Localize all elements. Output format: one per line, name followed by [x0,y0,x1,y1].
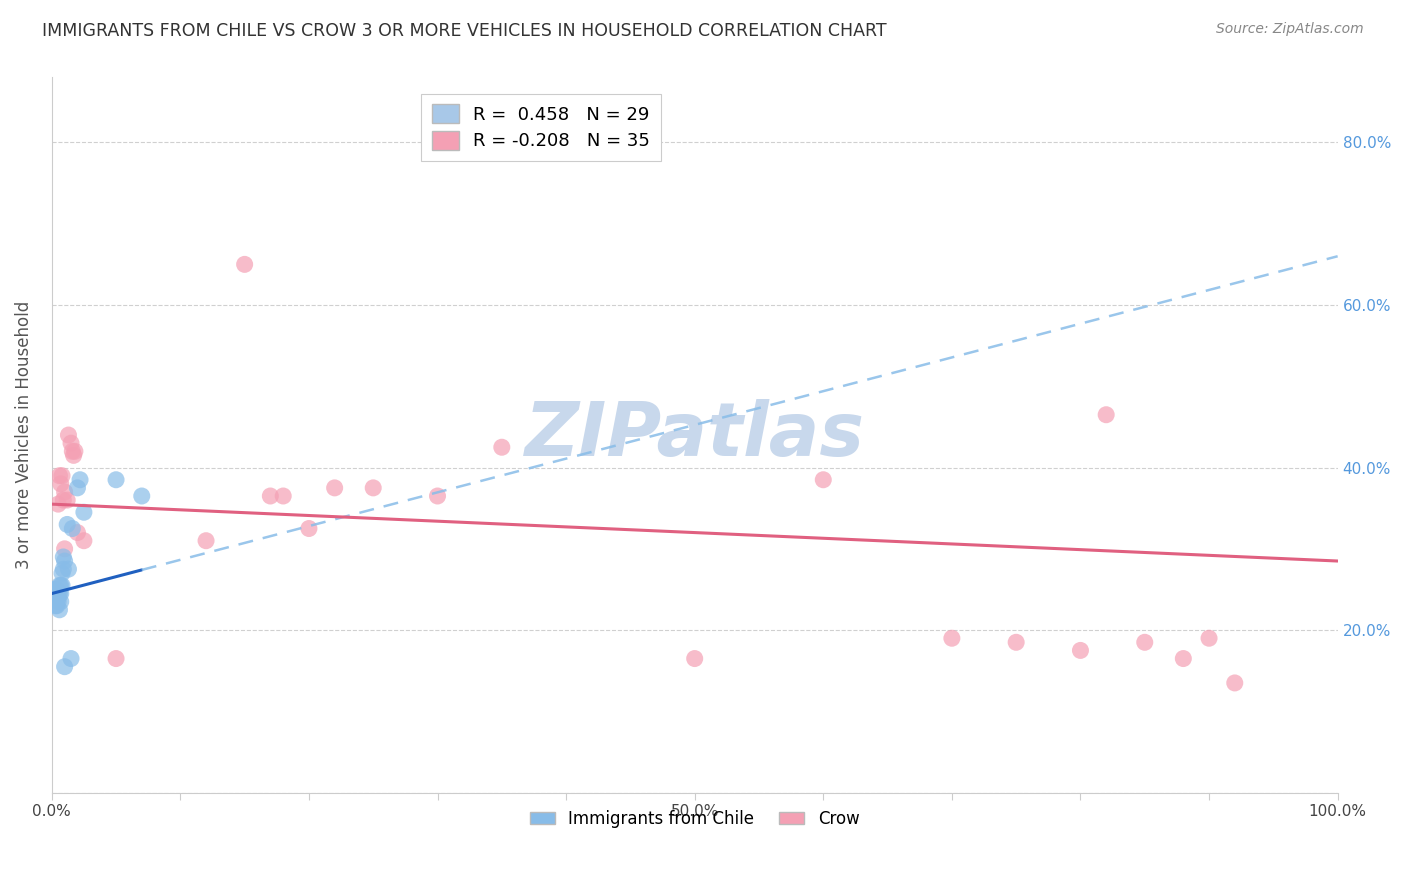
Point [53,554,76,568]
Point [1133,635,1156,649]
Point [60,651,83,665]
Point [56,517,79,532]
Point [60,522,83,536]
Point [683,651,706,665]
Point [491,440,513,454]
Point [1005,635,1028,649]
Legend: Immigrants from Chile, Crow: Immigrants from Chile, Crow [523,803,866,834]
Point [48,578,70,592]
Point [49,476,72,491]
Text: IMMIGRANTS FROM CHILE VS CROW 3 OR MORE VEHICLES IN HOUSEHOLD CORRELATION CHART: IMMIGRANTS FROM CHILE VS CROW 3 OR MORE … [42,22,887,40]
Point [46,497,69,511]
Point [48,468,70,483]
Text: Source: ZipAtlas.com: Source: ZipAtlas.com [1216,22,1364,37]
Point [45,599,67,613]
Point [298,522,321,536]
Point [361,481,384,495]
Point [1173,651,1195,665]
Point [62,448,84,462]
Point [131,489,153,503]
Point [45,591,67,605]
Point [58,562,80,576]
Point [1069,643,1091,657]
Point [1198,632,1220,646]
Text: ZIPatlas: ZIPatlas [524,399,865,472]
Point [66,525,89,540]
Point [46,595,69,609]
Point [105,651,128,665]
Point [1223,676,1246,690]
Point [813,473,835,487]
Point [48,603,70,617]
Point [105,473,128,487]
Point [46,591,69,605]
Point [323,481,346,495]
Point [60,444,83,458]
Point [51,468,73,483]
Point [51,578,73,592]
Point [49,586,72,600]
Point [52,493,75,508]
Point [271,489,294,503]
Point [58,428,80,442]
Point [63,444,86,458]
Point [49,595,72,609]
Point [233,257,256,271]
Point [45,582,67,597]
Point [52,562,75,576]
Point [426,489,449,503]
Point [259,489,281,503]
Point [73,533,96,548]
Point [53,485,76,500]
Point [45,599,67,613]
Point [69,473,91,487]
Point [46,586,69,600]
Point [60,436,83,450]
Point [53,541,76,556]
Point [44,582,66,597]
Point [1095,408,1118,422]
Point [53,659,76,673]
Point [941,632,963,646]
Point [52,549,75,564]
Point [49,578,72,592]
Point [73,505,96,519]
Point [66,481,89,495]
Point [195,533,218,548]
Point [56,493,79,508]
Point [48,586,70,600]
Point [51,566,73,581]
Y-axis label: 3 or more Vehicles in Household: 3 or more Vehicles in Household [15,301,32,569]
